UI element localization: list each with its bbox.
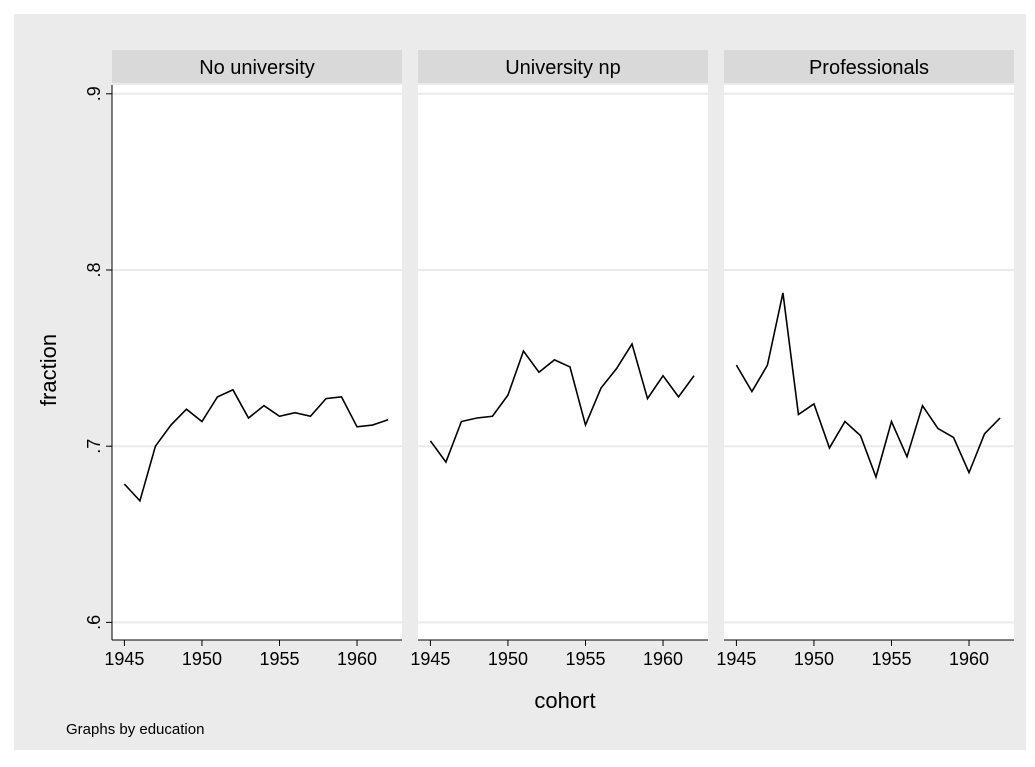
x-tick-label: 1945 xyxy=(104,649,144,669)
plot-area xyxy=(724,85,1014,640)
x-tick-label: 1945 xyxy=(716,649,756,669)
strip xyxy=(112,50,402,83)
panel-title: Professionals xyxy=(809,57,929,79)
x-tick-label: 1950 xyxy=(182,649,222,669)
y-tick-label: .6 xyxy=(84,615,104,630)
y-tick-label: .8 xyxy=(84,262,104,277)
line xyxy=(735,292,1001,480)
line xyxy=(123,388,389,503)
x-tick-label: 1950 xyxy=(488,649,528,669)
plot-area xyxy=(112,85,402,640)
x-tick-label: 1960 xyxy=(337,649,377,669)
x-tick-label: 1955 xyxy=(259,649,299,669)
x-axis-label: cohort xyxy=(534,688,595,713)
x-tick-label: 1950 xyxy=(794,649,834,669)
strip xyxy=(418,50,708,83)
x-tick-label: 1955 xyxy=(565,649,605,669)
y-axis-label: fraction xyxy=(36,334,61,406)
note: Graphs by education xyxy=(66,721,204,738)
y-tick-label: .7 xyxy=(84,439,104,454)
line xyxy=(429,342,695,464)
strip xyxy=(724,50,1014,83)
panel-title: No university xyxy=(199,57,315,79)
plot-area xyxy=(418,85,708,640)
x-tick-label: 1955 xyxy=(871,649,911,669)
panel-title: University np xyxy=(505,57,621,79)
x-tick-label: 1960 xyxy=(949,649,989,669)
y-tick-label: .9 xyxy=(84,86,104,101)
x-tick-label: 1960 xyxy=(643,649,683,669)
x-tick-label: 1945 xyxy=(410,649,450,669)
